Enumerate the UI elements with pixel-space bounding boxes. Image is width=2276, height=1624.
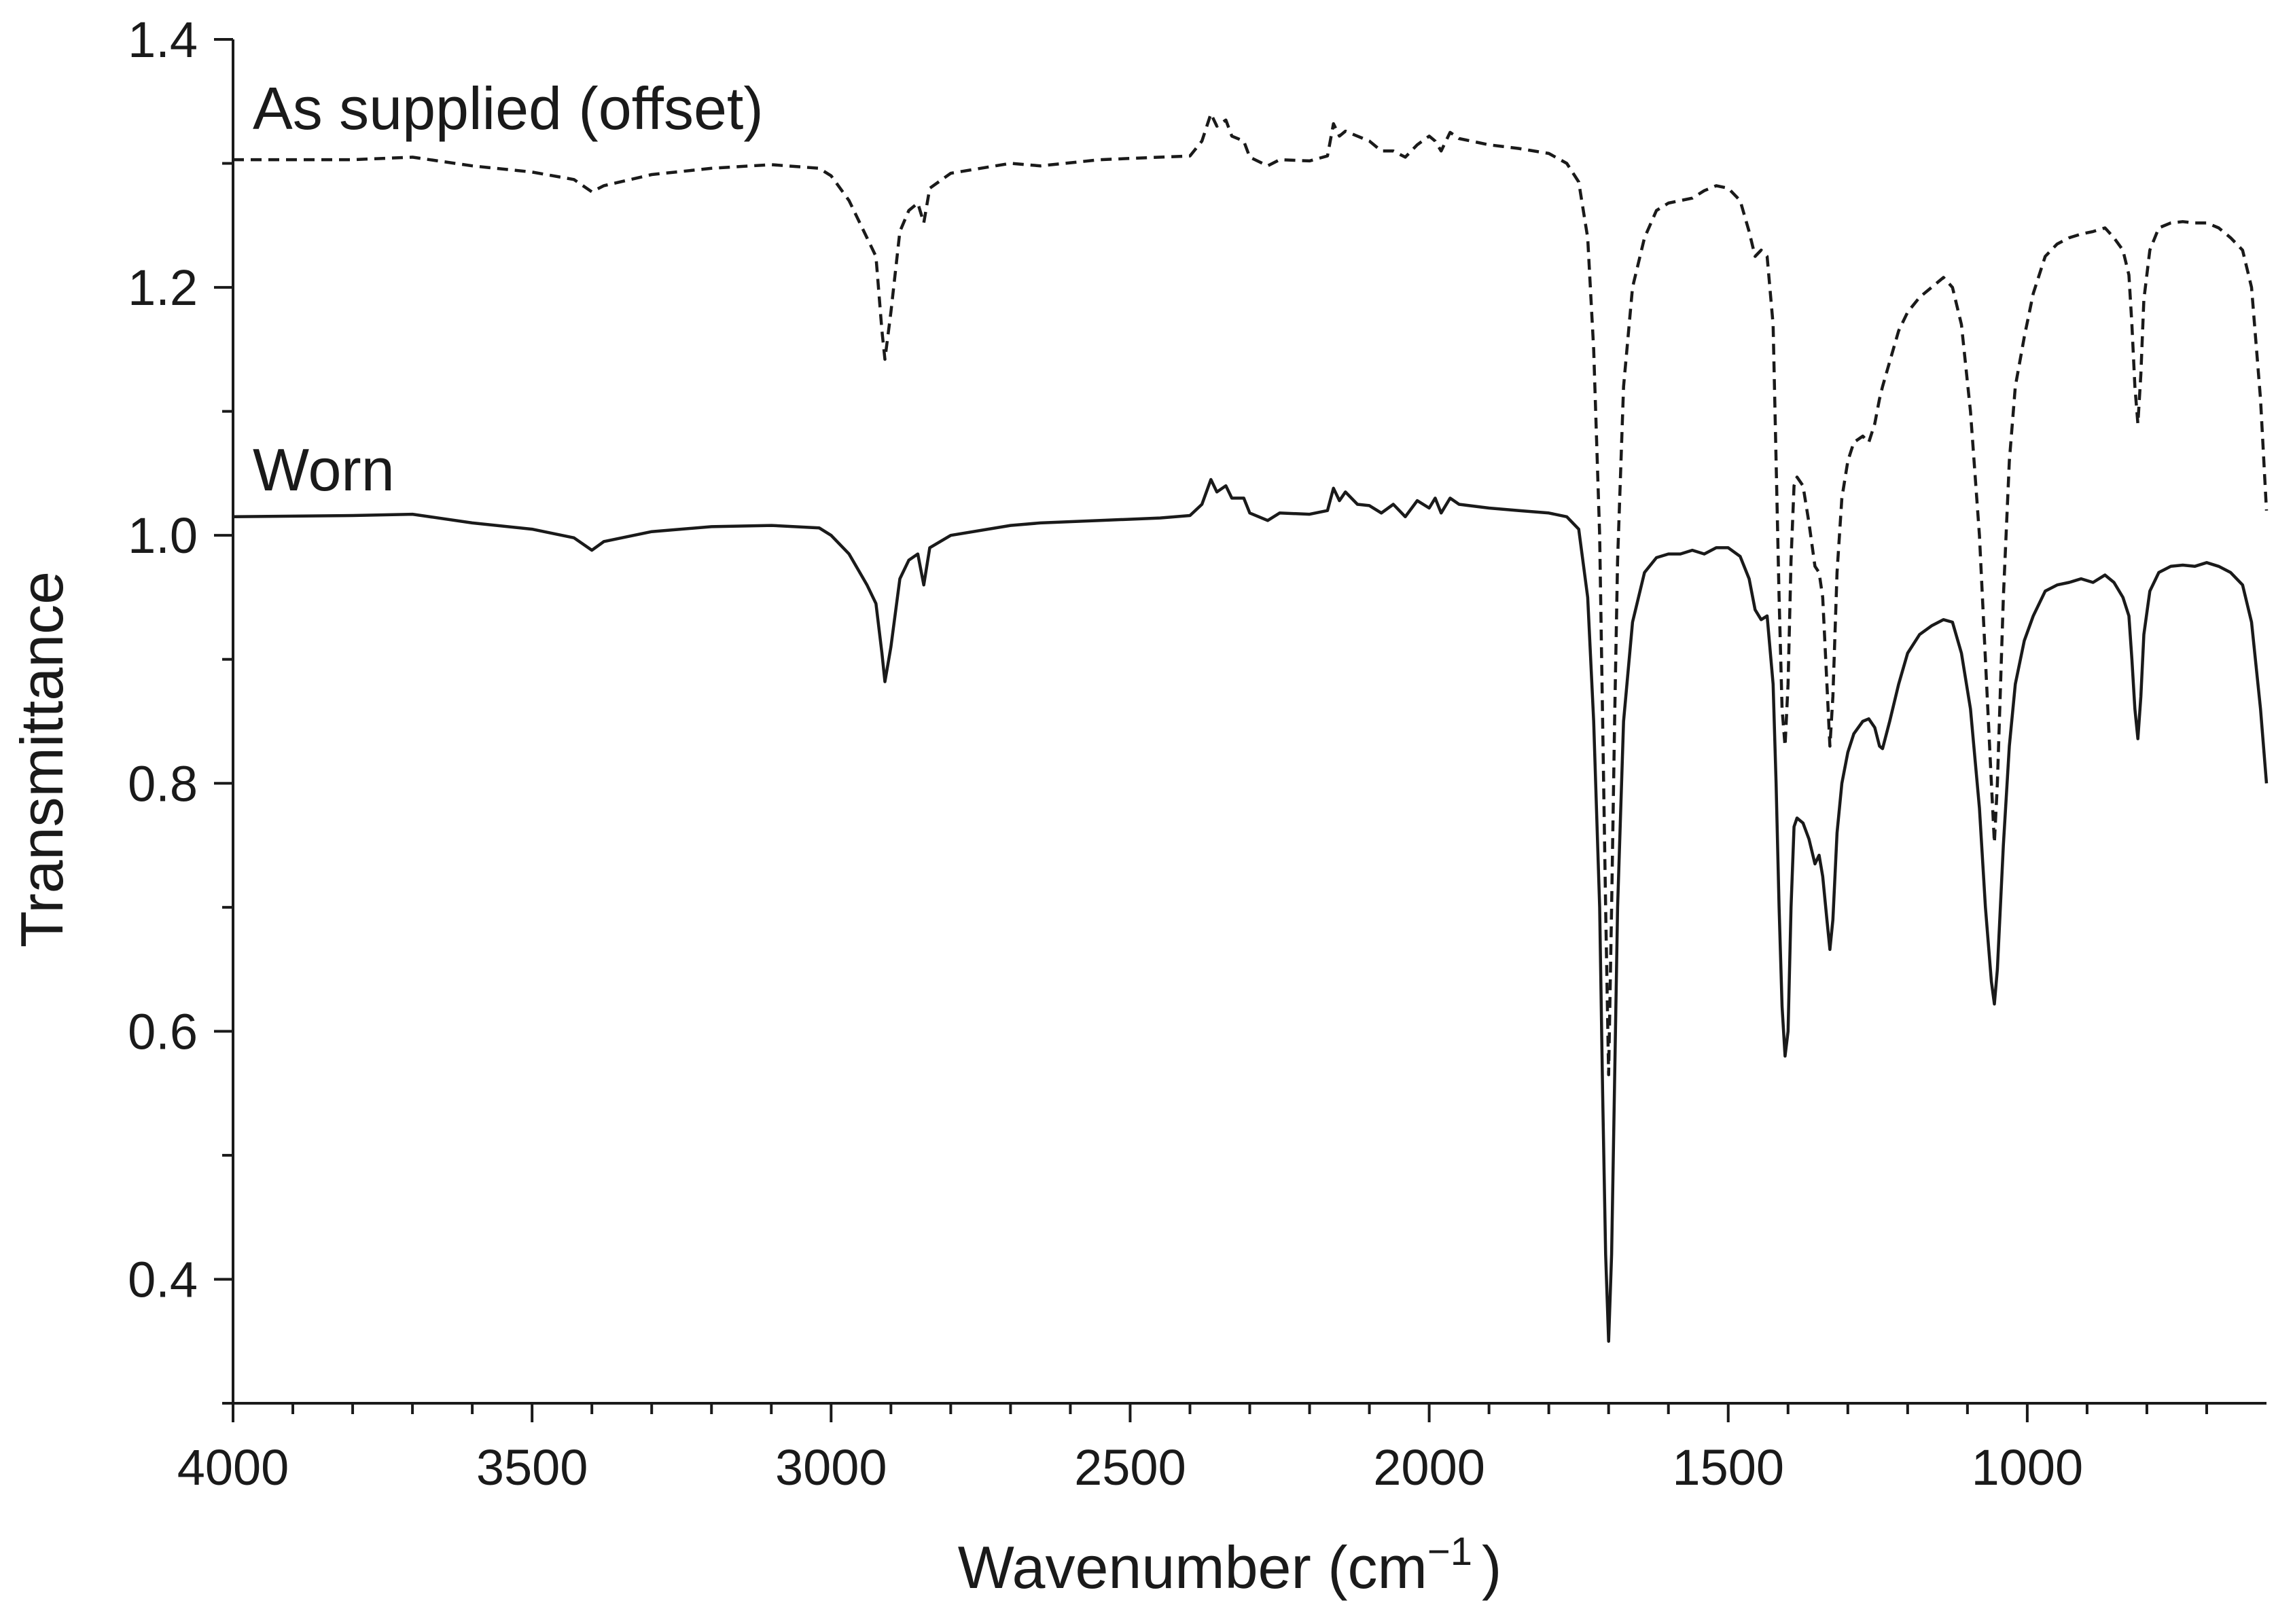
x-axis-title-main: Wavenumber (cm	[958, 1534, 1427, 1601]
x-tick-label: 2500	[1074, 1439, 1186, 1496]
series-layer	[232, 112, 2269, 1343]
x-tick-label: 3500	[476, 1439, 588, 1496]
series-label-as-supplied: As supplied (offset)	[253, 75, 764, 142]
y-tick-label: 1.4	[128, 12, 198, 68]
x-tick-label: 2000	[1373, 1439, 1485, 1496]
x-tick-label: 4000	[177, 1439, 289, 1496]
x-axis-title: Wavenumber (cm−1)	[958, 1530, 1502, 1601]
series-line-worn	[232, 477, 2269, 1343]
x-axis-title-sup: −1	[1427, 1530, 1472, 1574]
y-tick-label: 1.0	[128, 507, 198, 564]
y-tick-label: 0.8	[128, 755, 198, 812]
y-tick-label: 0.4	[128, 1251, 198, 1307]
labels-layer: As supplied (offset) Worn Transmittance …	[8, 75, 1501, 1601]
series-label-worn: Worn	[253, 436, 395, 503]
x-tick-label: 3000	[775, 1439, 887, 1496]
x-axis-title-close: )	[1482, 1534, 1501, 1601]
y-tick-label: 0.6	[128, 1003, 198, 1060]
series-line-as-supplied-offset	[233, 112, 2269, 1077]
y-axis-title: Transmittance	[8, 571, 75, 948]
x-tick-label: 1000	[1972, 1439, 2084, 1496]
y-tick-label: 1.2	[128, 259, 198, 316]
axes-layer: 4000 3500 3000 2500 2000 1500 1000 0.4 0.6 0.8 1.0…	[128, 12, 2266, 1496]
x-tick-label: 1500	[1672, 1439, 1784, 1496]
